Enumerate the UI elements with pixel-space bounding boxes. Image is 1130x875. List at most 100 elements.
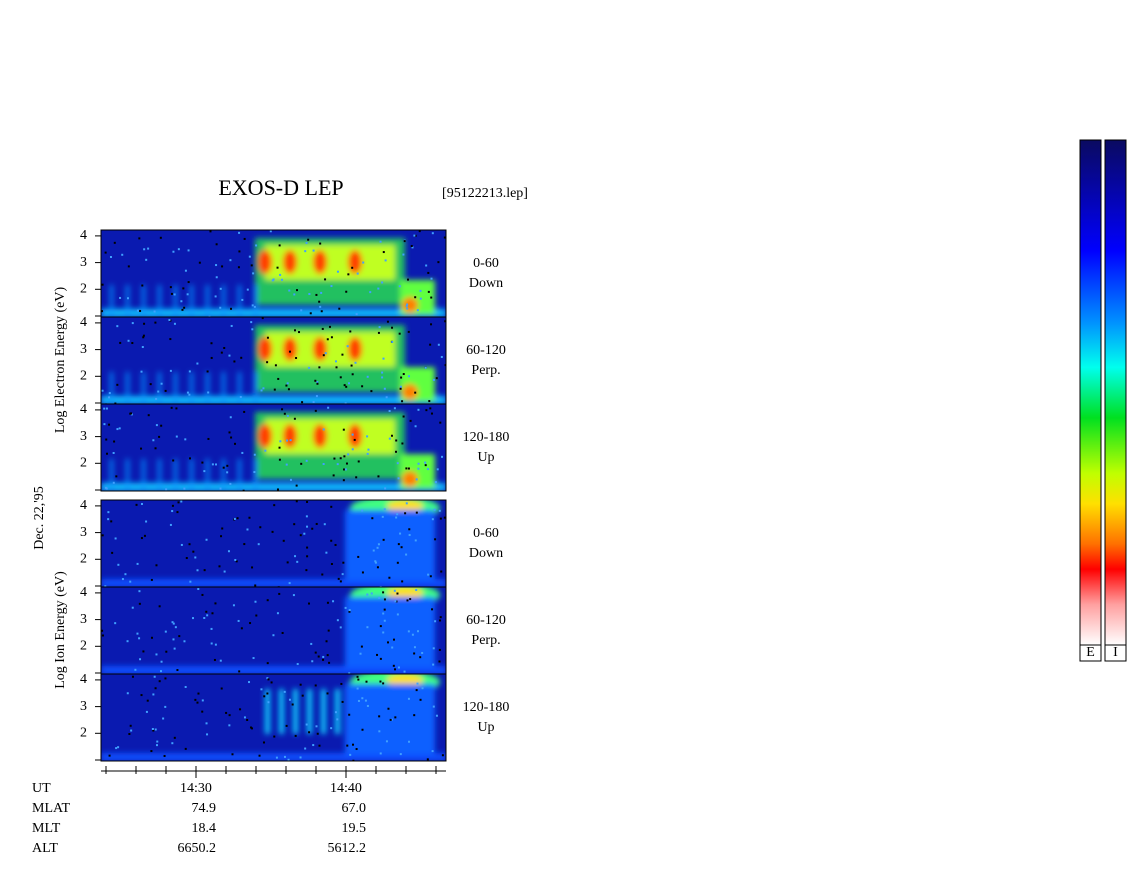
speckle <box>211 463 214 466</box>
speckle <box>171 510 174 513</box>
speckle <box>155 424 158 427</box>
speckle <box>215 243 218 246</box>
speckle <box>361 571 364 574</box>
speckle <box>388 437 391 440</box>
speckle <box>143 248 146 251</box>
speckle <box>427 573 430 576</box>
speckle <box>413 646 416 649</box>
speckle <box>382 357 385 360</box>
speckle <box>105 487 108 490</box>
speckle <box>220 351 223 354</box>
speckle <box>252 272 255 275</box>
feature <box>258 337 272 361</box>
speckle <box>230 307 233 310</box>
speckle <box>437 343 440 346</box>
speckle <box>334 360 337 363</box>
speckle <box>171 504 174 507</box>
speckle <box>219 287 222 290</box>
speckle <box>154 447 157 450</box>
speckle <box>355 313 358 316</box>
speckle <box>142 336 145 339</box>
speckle <box>164 677 167 680</box>
speckle <box>219 306 222 309</box>
speckle <box>361 728 364 731</box>
pitch-direction: Down <box>469 276 503 291</box>
speckle <box>409 598 412 601</box>
speckle <box>392 664 395 667</box>
speckle <box>283 755 286 758</box>
speckle <box>397 543 400 546</box>
pitch-range: 0-60 <box>473 256 499 271</box>
speckle <box>351 448 354 451</box>
feature <box>402 384 418 400</box>
ephemeris-value: 5612.2 <box>328 841 367 856</box>
speckle <box>345 385 348 388</box>
speckle <box>188 543 191 546</box>
speckle <box>176 511 179 514</box>
energy-tick-label: 2 <box>80 639 87 654</box>
feature <box>283 250 297 274</box>
speckle <box>312 744 315 747</box>
speckle <box>415 588 418 591</box>
speckle <box>326 654 329 657</box>
speckle <box>197 692 200 695</box>
speckle <box>274 364 277 367</box>
speckle <box>342 479 345 482</box>
speckle <box>378 715 381 718</box>
speckle <box>351 373 354 376</box>
speckle <box>276 612 279 615</box>
speckle <box>424 464 427 467</box>
feature <box>206 285 209 315</box>
speckle <box>251 566 254 569</box>
speckle <box>315 395 318 398</box>
speckle <box>131 322 134 325</box>
speckle <box>341 573 344 576</box>
speckle <box>339 457 342 460</box>
speckle <box>230 324 233 327</box>
speckle <box>417 408 420 411</box>
speckle <box>293 293 296 296</box>
speckle <box>322 354 325 357</box>
speckle <box>257 543 260 546</box>
speckle <box>173 647 176 650</box>
speckle <box>158 605 161 608</box>
speckle <box>339 376 342 379</box>
feature <box>345 597 435 667</box>
speckle <box>121 253 124 256</box>
speckle <box>294 555 297 558</box>
ephemeris-value: 18.4 <box>192 821 217 836</box>
speckle <box>266 677 269 680</box>
speckle <box>243 543 246 546</box>
speckle <box>239 396 242 399</box>
speckle <box>140 447 143 450</box>
speckle <box>314 651 317 654</box>
speckle <box>203 470 206 473</box>
spectrogram-features <box>101 412 446 491</box>
feature <box>101 579 446 587</box>
feature <box>190 459 193 489</box>
speckle <box>391 340 394 343</box>
speckle <box>435 377 438 380</box>
feature <box>254 459 257 489</box>
speckle <box>138 637 141 640</box>
speckle <box>117 563 120 566</box>
speckle <box>266 336 269 339</box>
speckle <box>353 438 356 441</box>
feature <box>174 372 177 402</box>
speckle <box>223 346 226 349</box>
speckle <box>180 543 183 546</box>
speckle <box>430 323 433 326</box>
spectrogram <box>101 317 446 404</box>
speckle <box>432 663 435 666</box>
speckle <box>169 286 172 289</box>
speckle <box>206 614 209 617</box>
speckle <box>443 516 446 519</box>
speckle <box>381 371 384 374</box>
speckle <box>164 630 167 633</box>
speckle <box>386 641 389 644</box>
speckle <box>352 743 355 746</box>
energy-tick-label: 3 <box>80 699 87 714</box>
speckle <box>110 520 113 523</box>
speckle <box>393 589 396 592</box>
speckle <box>263 695 266 698</box>
